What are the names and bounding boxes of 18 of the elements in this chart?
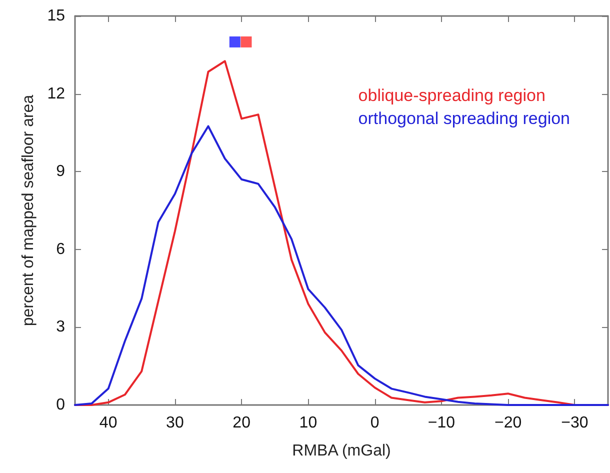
y-tick-label: 6 [56,240,66,258]
x-tick-label: 30 [166,414,184,432]
x-tick-label: 10 [299,414,318,432]
text: oblique-spreading region [358,86,546,105]
y-tick-label: 3 [56,318,66,336]
x-axis-title: RMBA (mGal) [292,442,391,460]
y-tick-label: 15 [47,8,66,24]
x-tick-label: 0 [370,414,380,432]
x-tick-label: 20 [232,414,251,432]
y-tick-label: 0 [56,396,66,414]
x-tick-label: 40 [99,414,118,432]
x-tick-label: −10 [428,414,456,432]
y-axis-title: percent of mapped seafloor area [20,94,37,326]
x-tick-label: −30 [561,414,588,432]
x-tick-label: −20 [494,414,522,432]
y-tick-label: 9 [56,163,66,180]
text: orthogonal spreading region [358,109,570,128]
y-tick-label: 12 [47,85,66,102]
